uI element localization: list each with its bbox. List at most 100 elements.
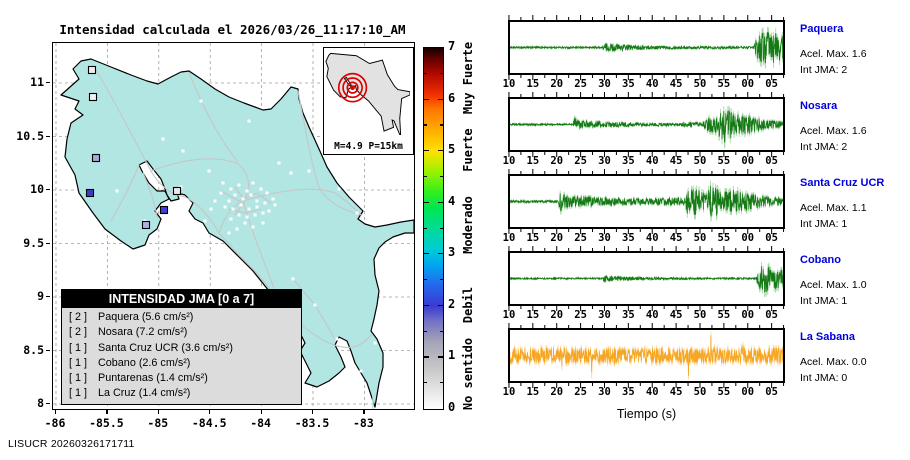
town-dot	[247, 207, 251, 211]
lon-tick	[106, 410, 108, 414]
town-dot	[209, 207, 213, 211]
colorbar-tick	[440, 279, 443, 281]
time-tick-labels: 10 15 20 25 30 35 40 45 50 55 00 05	[503, 309, 785, 321]
station-marker-nosara	[85, 188, 95, 198]
lat-tick-label: 11	[30, 75, 44, 89]
time-tick-label: 35	[622, 309, 635, 321]
colorbar-tick	[440, 72, 443, 74]
colorbar-tick	[424, 227, 427, 229]
legend-item: [ 2 ] Paquera (5.6 cm/s²)	[62, 311, 301, 323]
trace-line	[510, 110, 783, 143]
colorbar-tick-label: 3	[448, 245, 456, 260]
town-dot	[243, 221, 247, 225]
figure-title: Intensidad calculada el 2026/03/26_11:17…	[59, 22, 406, 37]
colorbar-tick	[424, 304, 429, 307]
town-dot	[227, 231, 231, 235]
time-tick-label: 05	[765, 232, 778, 244]
inset-landmass	[325, 52, 410, 135]
seismo-accel-label: Acel. Max. 1.6	[800, 125, 867, 137]
time-tick-label: 55	[717, 309, 731, 321]
town-dot	[263, 201, 267, 205]
town-dot	[227, 199, 231, 203]
lat-tick-label: 10.5	[16, 128, 44, 143]
town-dot	[261, 211, 265, 215]
colorbar-tick-label: 4	[448, 193, 456, 208]
time-tick-label: 35	[622, 155, 635, 167]
town-dot	[221, 181, 225, 185]
time-tick-label: 55	[717, 386, 731, 398]
time-tick-label: 30	[598, 232, 611, 244]
town-dot	[237, 213, 241, 217]
colorbar-tick	[440, 330, 443, 332]
station-marker-la-cruz	[87, 65, 97, 75]
colorbar-tick-label: 6	[448, 90, 456, 105]
town-dot	[237, 183, 241, 187]
legend-items: [ 2 ] Paquera (5.6 cm/s²)[ 2 ] Nosara (7…	[62, 311, 301, 399]
colorbar-tick	[424, 98, 429, 100]
time-tick-label: 00	[741, 309, 755, 321]
town-dot	[307, 169, 311, 173]
colorbar-tick	[424, 382, 427, 384]
time-tick-label: 20	[550, 386, 564, 398]
lon-tick	[363, 410, 365, 414]
town-dot	[245, 215, 249, 219]
seismo-accel-label: Acel. Max. 1.0	[800, 279, 867, 291]
time-tick-label: 30	[598, 386, 611, 398]
legend-item-text: Nosara (7.2 cm/s²)	[95, 326, 188, 339]
town-dot	[223, 205, 227, 209]
legend-item-intensity: [ 1 ]	[69, 387, 88, 400]
colorbar-tick	[438, 98, 443, 100]
town-dot	[199, 99, 203, 103]
lon-tick-label: -84.5	[191, 416, 227, 430]
time-tick-label: 40	[645, 232, 659, 244]
time-tick-label: 15	[526, 78, 540, 90]
town-dot	[239, 203, 243, 207]
time-tick-label: 30	[598, 155, 611, 167]
town-dot	[261, 221, 265, 225]
lat-tick-label: 8	[37, 396, 44, 410]
magnitude-depth-label: M=4.9 P=15km	[334, 141, 403, 152]
time-tick-label: 05	[765, 78, 778, 90]
town-dot	[241, 197, 245, 201]
town-dot	[249, 193, 253, 197]
lon-tick	[55, 410, 57, 414]
town-dot	[251, 181, 255, 185]
colorbar-tick	[438, 150, 443, 152]
station-marker-puntarenas	[172, 186, 182, 196]
time-tick-label: 10	[502, 309, 516, 321]
time-axis-label: Tiempo (s)	[616, 407, 677, 421]
town-dot	[229, 217, 233, 221]
lon-tick-label: -83.5	[294, 416, 330, 430]
seismo-intensity-label: Int JMA: 1	[800, 295, 848, 307]
seismo-intensity-label: Int JMA: 0	[800, 372, 848, 384]
time-tick-label: 55	[717, 78, 731, 90]
station-marker-santa-cruz-ucr	[91, 153, 101, 163]
station-marker-paquera	[159, 205, 169, 215]
colorbar-tick	[438, 356, 443, 358]
colorbar-category-label: Muy Fuerte	[461, 41, 475, 115]
town-dot	[231, 207, 235, 211]
time-tick-label: 20	[550, 232, 564, 244]
time-tick-label: 50	[693, 155, 707, 167]
lon-tick-label: -83	[353, 416, 374, 430]
town-dot	[233, 193, 237, 197]
time-tick-label: 45	[669, 78, 683, 90]
time-tick-label: 00	[741, 155, 755, 167]
time-tick-label: 35	[622, 78, 635, 90]
trace-line	[510, 185, 783, 217]
lon-tick-label: -85.5	[89, 416, 124, 430]
time-tick-label: 25	[574, 309, 587, 321]
lat-tick	[46, 403, 50, 405]
colorbar-tick	[424, 330, 427, 332]
legend-item-text: La Cruz (1.4 cm/s²)	[95, 387, 191, 400]
legend-item-text: Cobano (2.6 cm/s²)	[95, 356, 191, 369]
colorbar-tick-label: 7	[448, 39, 456, 53]
time-tick-label: 40	[645, 155, 659, 167]
seismo-intensity-label: Int JMA: 2	[800, 141, 848, 153]
lat-tick-label: 10	[30, 182, 44, 196]
time-tick-label: 20	[550, 155, 564, 167]
watermark-text: LISUCR 20260326171711	[8, 438, 135, 450]
seismo-station-name: Cobano	[800, 254, 841, 266]
time-tick-label: 15	[526, 232, 540, 244]
